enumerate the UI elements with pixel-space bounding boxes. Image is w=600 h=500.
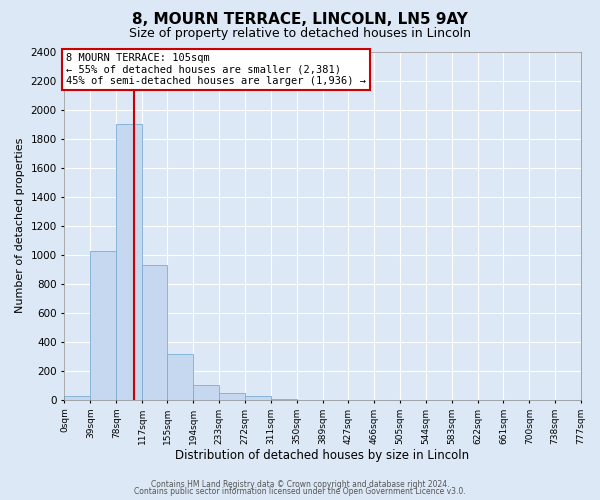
Bar xyxy=(64,396,91,400)
Bar xyxy=(167,354,193,400)
Bar xyxy=(219,392,245,400)
Bar xyxy=(116,124,142,400)
Bar xyxy=(142,265,167,400)
Bar xyxy=(245,396,271,400)
Bar xyxy=(91,251,116,400)
Text: Size of property relative to detached houses in Lincoln: Size of property relative to detached ho… xyxy=(129,28,471,40)
Y-axis label: Number of detached properties: Number of detached properties xyxy=(15,138,25,314)
Bar xyxy=(271,399,297,400)
Bar xyxy=(193,384,219,400)
X-axis label: Distribution of detached houses by size in Lincoln: Distribution of detached houses by size … xyxy=(175,450,470,462)
Text: 8, MOURN TERRACE, LINCOLN, LN5 9AY: 8, MOURN TERRACE, LINCOLN, LN5 9AY xyxy=(132,12,468,28)
Text: 8 MOURN TERRACE: 105sqm
← 55% of detached houses are smaller (2,381)
45% of semi: 8 MOURN TERRACE: 105sqm ← 55% of detache… xyxy=(66,53,366,86)
Text: Contains public sector information licensed under the Open Government Licence v3: Contains public sector information licen… xyxy=(134,488,466,496)
Text: Contains HM Land Registry data © Crown copyright and database right 2024.: Contains HM Land Registry data © Crown c… xyxy=(151,480,449,489)
